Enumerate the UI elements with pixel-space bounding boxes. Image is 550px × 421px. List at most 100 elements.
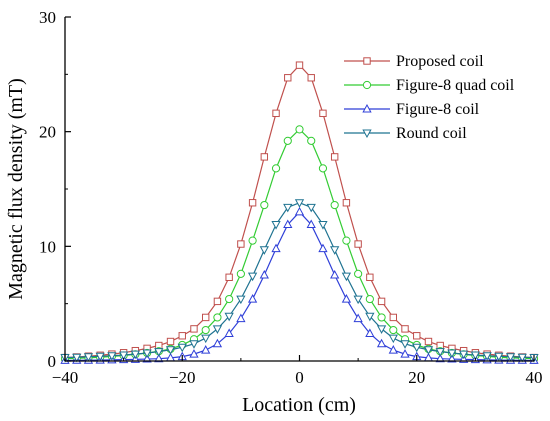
data-point (295, 61, 304, 69)
data-point (424, 337, 433, 346)
data-point (154, 348, 164, 357)
data-point (330, 246, 340, 255)
data-point (283, 219, 293, 229)
legend-label: Figure-8 quad coil (396, 77, 515, 94)
data-point (248, 236, 257, 245)
data-point (130, 350, 140, 360)
data-point (388, 345, 398, 354)
data-point (342, 199, 351, 207)
data-point (342, 236, 351, 245)
data-point (213, 313, 222, 322)
data-point (376, 325, 387, 334)
data-point (306, 219, 316, 229)
data-point (365, 312, 375, 322)
data-point (248, 199, 257, 207)
legend-marker (362, 129, 372, 139)
legend-label: Figure-8 coil (396, 101, 480, 118)
data-point (307, 136, 316, 145)
data-point (165, 346, 176, 355)
data-point (83, 353, 94, 362)
series-4 (60, 199, 539, 363)
data-point (330, 269, 340, 279)
data-point (376, 338, 387, 348)
data-point (224, 312, 234, 322)
data-point (259, 246, 269, 255)
data-point (470, 351, 481, 361)
data-point (318, 164, 328, 173)
data-point (189, 340, 199, 349)
data-point (435, 353, 445, 363)
data-point (212, 325, 223, 334)
data-point (118, 351, 129, 361)
data-point (201, 345, 211, 354)
data-point (505, 353, 516, 362)
data-point (307, 74, 315, 82)
data-point (400, 340, 410, 349)
data-point (306, 203, 316, 213)
data-point (294, 199, 305, 208)
data-point (142, 349, 152, 359)
data-point (353, 295, 363, 305)
series-layer (60, 61, 539, 364)
data-point (389, 313, 398, 322)
y-tick-label: 0 (48, 352, 57, 371)
data-point (377, 313, 386, 322)
data-point (95, 352, 105, 362)
data-point (272, 109, 280, 118)
y-tick-label: 20 (39, 123, 56, 142)
data-point (354, 240, 362, 248)
data-point (389, 325, 398, 335)
data-point (341, 272, 352, 282)
data-point (494, 352, 504, 362)
plot-area (65, 17, 534, 361)
legend: Proposed coil Figure-8 quad coil Figure-8 … (344, 53, 515, 142)
x-tick-label: 0 (295, 368, 304, 387)
x-tick-label: −20 (169, 368, 196, 387)
y-tick-label: 30 (39, 8, 56, 27)
data-point (271, 221, 281, 230)
x-tick-label: −40 (52, 368, 79, 387)
data-point (260, 200, 269, 210)
data-point (202, 313, 210, 322)
axes-layer: −40 −20 0 20 40 0 10 20 30 (39, 8, 543, 387)
data-point (330, 200, 339, 210)
data-point (154, 353, 164, 363)
legend-label: Round coil (396, 125, 467, 142)
data-point (247, 272, 258, 282)
data-point (213, 297, 222, 306)
data-point (72, 353, 82, 363)
data-point (271, 164, 281, 173)
data-point (318, 243, 328, 253)
data-point (237, 240, 245, 248)
data-point (142, 354, 152, 363)
data-point (236, 269, 245, 278)
y-axis-label: Magnetic flux density (mT) (5, 78, 27, 300)
data-point (247, 294, 258, 303)
data-point (177, 343, 187, 353)
data-point (224, 328, 234, 337)
data-point (260, 153, 269, 161)
data-point (319, 109, 327, 118)
data-point (178, 332, 186, 340)
legend-label: Proposed coil (396, 53, 484, 70)
y-tick-label: 10 (39, 237, 56, 256)
data-point (388, 334, 398, 344)
x-tick-label: 20 (408, 368, 425, 387)
data-point (166, 337, 175, 346)
legend-marker (363, 57, 371, 65)
data-point (413, 332, 421, 340)
data-point (236, 295, 246, 305)
legend-item-2: Figure-8 quad coil (344, 77, 515, 94)
legend-item-4: Round coil (344, 125, 467, 142)
data-point (412, 343, 422, 353)
data-point (225, 294, 234, 304)
data-point (283, 136, 292, 145)
x-tick-label: 40 (526, 368, 543, 387)
data-point (225, 273, 233, 281)
data-point (341, 294, 352, 303)
data-point (201, 325, 210, 335)
legend-marker (362, 103, 372, 113)
data-point (283, 203, 293, 213)
legend-item-1: Proposed coil (344, 53, 484, 70)
data-point (365, 328, 375, 337)
